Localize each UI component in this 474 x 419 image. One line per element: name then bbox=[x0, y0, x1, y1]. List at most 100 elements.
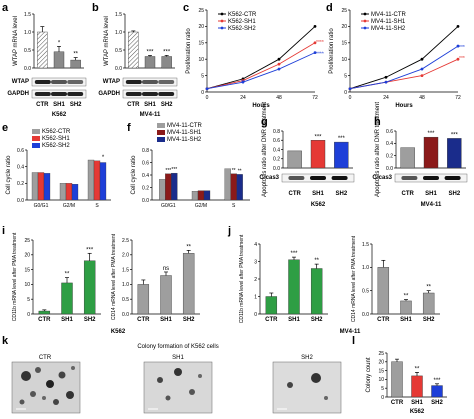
panel-f-legend-swatch bbox=[157, 137, 165, 142]
panel-g-blot-band bbox=[310, 176, 326, 180]
colony-label-sh1: SH1 bbox=[172, 355, 184, 361]
panel-i-xlabel: K562 bbox=[111, 329, 126, 335]
panel-f-ytick-label: 0.6 bbox=[142, 160, 149, 166]
panel-a-category-label: CTR bbox=[36, 102, 49, 108]
panel-a-ylabel: WTAP mRNA level bbox=[13, 16, 19, 66]
panel-h-category-label: SH1 bbox=[425, 191, 437, 197]
panel-c-ytick-label: 15 bbox=[198, 41, 204, 47]
panel-l-bar bbox=[391, 361, 403, 398]
panel-h-ylabel: Apoptosis ratio after DNR treatment bbox=[375, 102, 381, 197]
panel-c-xtick-label: 24 bbox=[240, 95, 246, 101]
panel-e-bar bbox=[87, 159, 95, 201]
panel-b-blot-band bbox=[125, 92, 142, 96]
panel-c-series-point bbox=[277, 57, 281, 61]
panel-j-left-ytick-label: 1 bbox=[254, 294, 257, 300]
panel-l-ytick-label: 5 bbox=[381, 386, 384, 392]
panel-h-sig-label: *** bbox=[451, 132, 459, 138]
panel-i-right-bar bbox=[137, 284, 150, 315]
panel-b-sig-label: *** bbox=[146, 49, 154, 55]
panel-f-legend-swatch bbox=[157, 130, 165, 135]
panel-l-ytick-label: 25 bbox=[378, 351, 384, 357]
panel-h: 0.0 0.2 0.4 0.6 Apoptosis ratio after DNR tr… bbox=[372, 102, 468, 208]
panel-f-bar bbox=[236, 174, 243, 201]
panel-j-left-ytick-label: 2 bbox=[254, 277, 257, 283]
panel-e-legend-label: K562-SH2 bbox=[42, 143, 70, 149]
panel-d-ylabel: Proliferation ratio bbox=[329, 28, 335, 74]
panel-f-bar bbox=[171, 172, 178, 201]
panel-i-left-ytick-label: 25 bbox=[24, 238, 30, 244]
panel-d-ytick-label: 20 bbox=[341, 24, 347, 30]
panel-i-right-category-label: SH1 bbox=[160, 317, 172, 323]
panel-i-left-sig-label: ** bbox=[65, 272, 70, 278]
panel-c-ytick-label: 25 bbox=[198, 8, 204, 14]
panel-i-right-category-label: CTR bbox=[137, 317, 150, 323]
panel-g-bar bbox=[310, 140, 326, 169]
panel-j-right-category-label: SH2 bbox=[423, 317, 435, 323]
panel-e-bar bbox=[71, 184, 79, 201]
panel-l-sig-label: ** bbox=[415, 366, 420, 372]
panel-d-series-point bbox=[456, 44, 460, 48]
panel-c-ylabel: Proliferation ratio bbox=[186, 28, 192, 74]
panel-l-ylabel: Colony count bbox=[366, 357, 372, 392]
panel-f-category-label: S bbox=[232, 203, 236, 209]
panel-d-legend-label: MV4-11-CTR bbox=[371, 12, 407, 18]
panel-l-ytick-label: 10 bbox=[378, 377, 384, 383]
panel-c-legend-marker bbox=[220, 12, 224, 16]
panel-g-ytick-label: 0.6 bbox=[273, 138, 280, 144]
panel-h-bar bbox=[423, 136, 439, 169]
panel-e-ytick-label: 0.2 bbox=[17, 181, 24, 187]
panel-j-right-category-label: CTR bbox=[377, 317, 390, 323]
panel-i-right-ytick-label: 2.5 bbox=[122, 238, 129, 244]
panel-j-right-ytick-label: 1.0 bbox=[362, 265, 369, 271]
panel-i-right-sig-label: ** bbox=[186, 244, 191, 250]
panel-g-blot-band bbox=[288, 176, 305, 180]
panel-c-series-line bbox=[206, 52, 316, 90]
panel-d-xlabel: Hours bbox=[395, 103, 413, 109]
panel-f-ytick-label: 0.0 bbox=[142, 198, 149, 204]
panel-b-ytick-label: 1.0 bbox=[115, 30, 122, 36]
panel-g-category-label: SH2 bbox=[335, 191, 347, 197]
panel-f-bar bbox=[203, 190, 211, 201]
panel-h-bar bbox=[400, 147, 415, 169]
panel-label-i: i bbox=[2, 225, 5, 237]
panel-d-series-line bbox=[349, 45, 459, 90]
panel-l-category-label: SH1 bbox=[411, 400, 423, 406]
panel-h-category-label: CTR bbox=[401, 191, 414, 197]
panel-e-bar bbox=[31, 172, 39, 201]
panel-d-legend-marker bbox=[363, 26, 367, 30]
panel-i-right-ytick-label: 0.5 bbox=[122, 297, 129, 303]
panel-d: 0 5 10 15 20 25 Proliferation ratio 0 24 48 72 Hour… bbox=[329, 8, 465, 109]
panel-f-ylabel: Cell cycle ratio bbox=[131, 155, 137, 195]
panel-j-left-bar bbox=[310, 268, 323, 315]
panel-e-category-label: S bbox=[95, 203, 99, 209]
colony-label-ctr: CTR bbox=[39, 355, 52, 361]
panel-f-bar bbox=[159, 179, 166, 201]
panel-c-ytick-label: 10 bbox=[198, 57, 204, 63]
panel-label-g: g bbox=[261, 116, 268, 128]
panel-b-blot-band bbox=[142, 80, 158, 84]
panel-i-left-ytick-label: 15 bbox=[24, 267, 30, 273]
panel-i-left-ylabel: CD11b mRNA level after PMA treatment bbox=[12, 232, 18, 321]
panel-label-l: l bbox=[352, 335, 355, 347]
panel-c-sig-label: ** bbox=[241, 80, 245, 86]
panel-h-blot-band bbox=[401, 176, 418, 180]
panel-c-ytick-label: 0 bbox=[201, 90, 204, 96]
panel-i-left-category-label: SH2 bbox=[84, 317, 96, 323]
panel-l-ytick-label: 0 bbox=[381, 395, 384, 401]
panel-f-sig-label: *** bbox=[165, 168, 171, 174]
panel-e-sig-label: * bbox=[102, 155, 105, 161]
panel-g-ytick-label: 0.4 bbox=[273, 147, 280, 153]
panel-f-legend-label: MV4-11-CTR bbox=[167, 123, 203, 129]
panel-g-xlabel: K562 bbox=[311, 202, 326, 208]
panel-a-sig-label: * bbox=[58, 40, 61, 46]
panel-j-right-ytick-label: 1.5 bbox=[362, 242, 369, 248]
panel-l-sig-label: *** bbox=[433, 378, 441, 384]
panel-b-ytick-label: 1.5 bbox=[115, 12, 122, 18]
panel-h-ytick-label: 0.6 bbox=[386, 129, 393, 135]
colony-label-sh2: SH2 bbox=[301, 355, 313, 361]
panel-b-sig-label: *** bbox=[163, 49, 171, 55]
panel-l-category-label: SH2 bbox=[431, 400, 443, 406]
